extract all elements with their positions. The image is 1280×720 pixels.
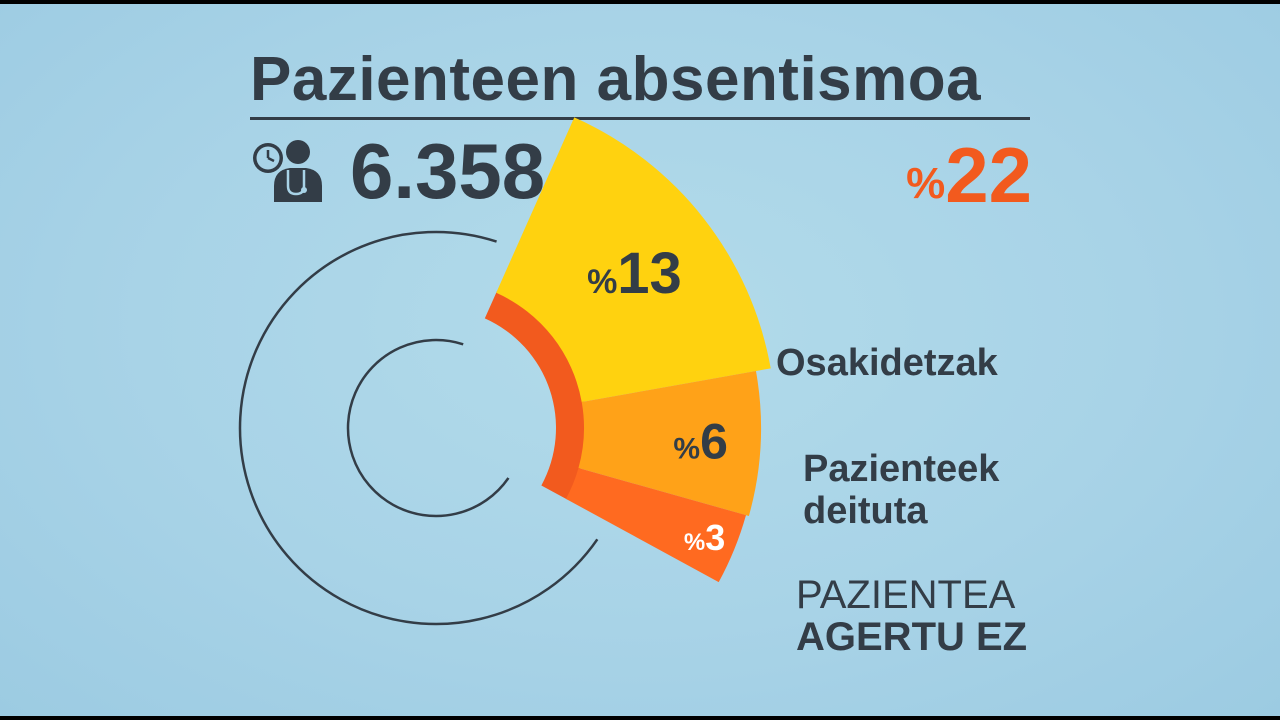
category-label-line: deituta [803,490,928,532]
absenteeism-chart: %13%6%3 [238,117,771,626]
page-title: Pazienteen absentismoa [250,45,982,114]
total-share-band [484,290,586,500]
category-label-osakidetzak: Osakidetzak [776,342,998,384]
doctor-clock-icon [253,140,322,202]
category-label-line: AGERTU EZ [796,615,1028,659]
category-label-pazienteek-deituta: Pazienteek deituta [803,448,999,532]
chart-sectors [496,117,771,583]
total-percent-value: 22 [945,131,1032,219]
category-label-line: PAZIENTEA [796,573,1016,617]
chart-value-labels: %13%6%3 [587,241,728,558]
total-percent-symbol: % [906,159,946,208]
chart-rings [238,230,599,626]
infographic: Pazienteen absentismoa 6.358 %22 %13 %6 %3… [0,4,1280,716]
outer-ring [238,230,599,626]
patient-count: 6.358 [350,127,546,215]
percent-value: 6 [700,413,728,469]
chart-sector [496,117,771,403]
chart-sector [565,468,746,583]
chart-sector [578,371,761,516]
percent-symbol: % [673,432,700,465]
chart-value-label: %3 [684,517,725,558]
total-percent: %22 [906,130,1032,221]
chart-inner-band [484,290,586,500]
percent-value: 3 [705,517,725,558]
percent-symbol: % [684,529,705,556]
category-label-line: Pazienteek [803,448,1000,490]
chart-value-label: %13 [587,241,682,306]
category-label-pazientea-agertu-ez: PAZIENTEA AGERTU EZ [796,574,1027,658]
percent-symbol: % [587,263,617,301]
chart-value-label: %6 [673,413,728,469]
percent-value: 13 [617,241,682,306]
title-underline [250,117,1030,120]
inner-ring [346,338,510,518]
